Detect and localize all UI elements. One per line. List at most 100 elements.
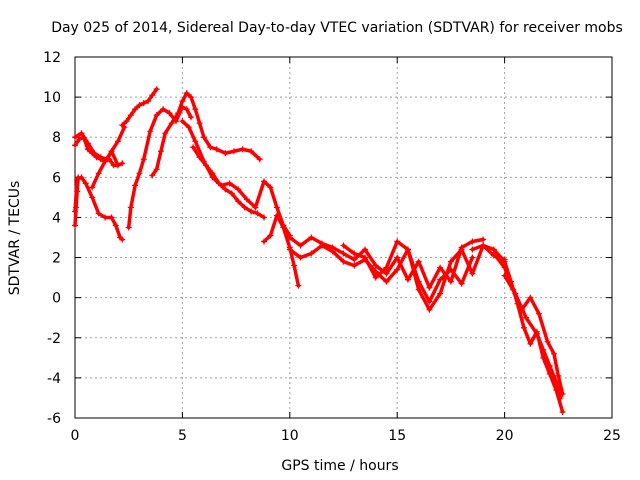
data-point: [114, 138, 121, 145]
x-tick-label: 5: [178, 428, 187, 444]
data-point: [351, 262, 358, 269]
series-track-5: [72, 130, 121, 169]
data-point: [119, 160, 126, 167]
data-point: [114, 162, 121, 169]
data-point: [243, 196, 250, 203]
data-point: [168, 120, 175, 127]
data-point: [162, 130, 169, 137]
series-line: [73, 131, 120, 168]
data-point: [125, 224, 132, 231]
data-point: [404, 276, 411, 283]
data-point: [426, 298, 433, 305]
data-point: [185, 124, 192, 131]
data-point: [437, 290, 444, 297]
data-point: [447, 258, 454, 265]
data-point: [372, 274, 379, 281]
data-point: [261, 238, 268, 245]
data-point: [469, 246, 476, 253]
data-point: [136, 102, 143, 109]
axis-ticks: [74, 56, 613, 419]
data-point: [183, 90, 190, 97]
data-point: [89, 184, 96, 191]
y-tick-label: 0: [52, 291, 61, 307]
data-point: [340, 258, 347, 265]
plot-frame: [74, 56, 613, 419]
data-point: [527, 294, 534, 301]
data-point: [437, 276, 444, 283]
data-point: [192, 106, 199, 113]
series-markers: [72, 174, 82, 229]
data-point: [74, 188, 81, 195]
data-point: [119, 236, 126, 243]
data-point: [196, 154, 203, 161]
series-line: [470, 243, 565, 414]
y-tick-label: -4: [47, 371, 61, 387]
data-point: [469, 270, 476, 277]
y-tick-label: -2: [47, 331, 61, 347]
data-point: [544, 338, 551, 345]
data-point: [183, 106, 190, 113]
data-point: [91, 150, 98, 157]
data-point: [153, 86, 160, 93]
data-point: [273, 212, 280, 219]
data-point: [72, 142, 78, 149]
series-line: [73, 175, 125, 242]
data-point: [127, 112, 134, 119]
data-point: [286, 234, 293, 241]
y-tick-label: -6: [47, 411, 61, 427]
data-point: [480, 236, 487, 243]
series-track-3: [72, 174, 82, 229]
data-point: [123, 118, 130, 125]
series-markers: [286, 242, 476, 305]
data-point: [226, 180, 233, 187]
data-point: [501, 258, 508, 265]
data-point: [108, 148, 115, 155]
data-point: [512, 290, 519, 297]
data-point: [469, 254, 476, 261]
x-tick-label: 15: [388, 428, 406, 444]
data-point: [553, 378, 560, 385]
x-tick-label: 10: [281, 428, 299, 444]
data-point: [222, 150, 229, 157]
data-point: [291, 262, 298, 269]
data-point: [192, 138, 199, 145]
data-point: [535, 310, 542, 317]
data-point: [200, 134, 207, 141]
data-point: [523, 314, 530, 321]
data-point: [215, 180, 222, 187]
data-layer: [72, 86, 566, 415]
series-markers: [286, 234, 487, 291]
data-point: [95, 170, 102, 177]
data-point: [179, 98, 186, 105]
data-point: [97, 154, 104, 161]
data-point: [308, 234, 315, 241]
data-point: [361, 246, 368, 253]
data-point: [75, 174, 82, 181]
data-point: [437, 264, 444, 271]
series-track-11: [261, 212, 302, 289]
data-point: [383, 278, 390, 285]
y-tick-label: 6: [52, 170, 61, 186]
data-point: [520, 324, 527, 331]
series-line: [492, 251, 565, 396]
data-point: [555, 372, 562, 379]
series-track-8: [149, 90, 263, 179]
data-point: [132, 106, 139, 113]
data-point: [230, 148, 237, 155]
x-tick-label: 25: [603, 428, 621, 444]
data-point: [95, 210, 102, 217]
series-line: [341, 239, 507, 312]
data-point: [203, 162, 210, 169]
series-markers: [149, 90, 263, 179]
series-track-15: [469, 242, 566, 415]
data-point: [351, 250, 358, 257]
data-point: [136, 170, 143, 177]
data-point: [222, 186, 229, 193]
data-point: [329, 248, 336, 255]
x-tick-label: 0: [71, 428, 80, 444]
data-point: [82, 180, 89, 187]
data-point: [394, 238, 401, 245]
data-point: [108, 214, 115, 221]
data-point: [308, 250, 315, 257]
series-track-10: [190, 144, 268, 221]
